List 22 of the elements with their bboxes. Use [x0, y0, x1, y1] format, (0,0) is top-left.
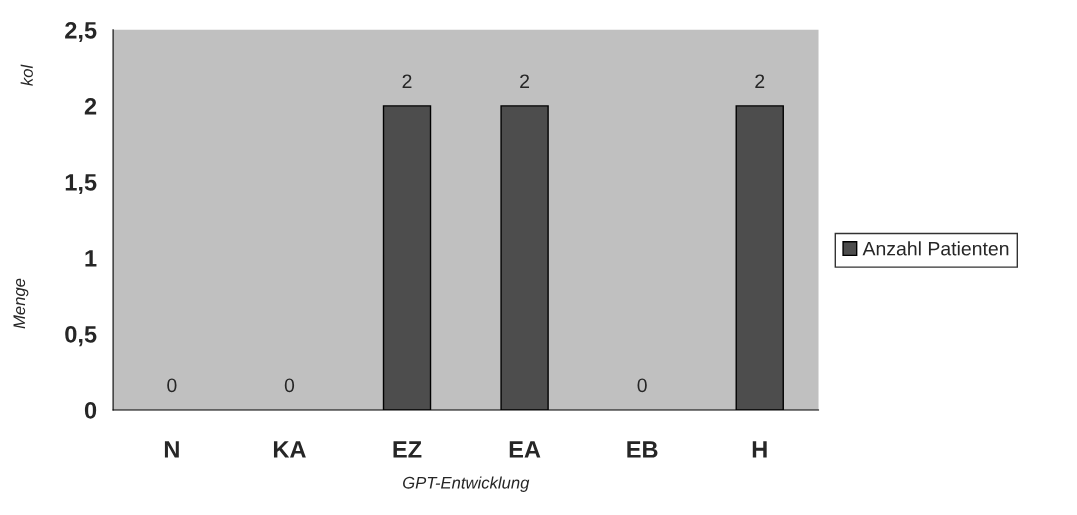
y-tick-label: 1,5 [65, 174, 97, 195]
data-label: 0 [284, 378, 295, 393]
y-tick-label: 0,5 [65, 325, 97, 347]
x-tick-label: EB [627, 441, 658, 458]
legend-label: Anzahl Patienten [862, 241, 1009, 256]
y-tick-label: 2 [84, 97, 97, 115]
y-tick-label: 0 [84, 402, 97, 419]
text: kol [20, 64, 33, 86]
x-tick-label: KA [273, 441, 306, 458]
x-axis-title: GPT-Entwicklung [403, 476, 530, 492]
x-tick-label: H [752, 441, 767, 458]
data-label: 0 [167, 378, 177, 393]
data-label: 2 [755, 74, 765, 88]
y-tick-label: 1 [85, 250, 97, 267]
data-label: 0 [637, 378, 647, 393]
x-tick-label: EA [509, 441, 541, 458]
y-tick-label: 2,5 [65, 21, 97, 43]
data-label: 2 [402, 74, 412, 88]
x-tick-label: EZ [393, 441, 422, 458]
y-axis-title: Menge [13, 278, 29, 329]
x-tick-label: N [164, 441, 179, 458]
data-label: 2 [520, 74, 530, 88]
